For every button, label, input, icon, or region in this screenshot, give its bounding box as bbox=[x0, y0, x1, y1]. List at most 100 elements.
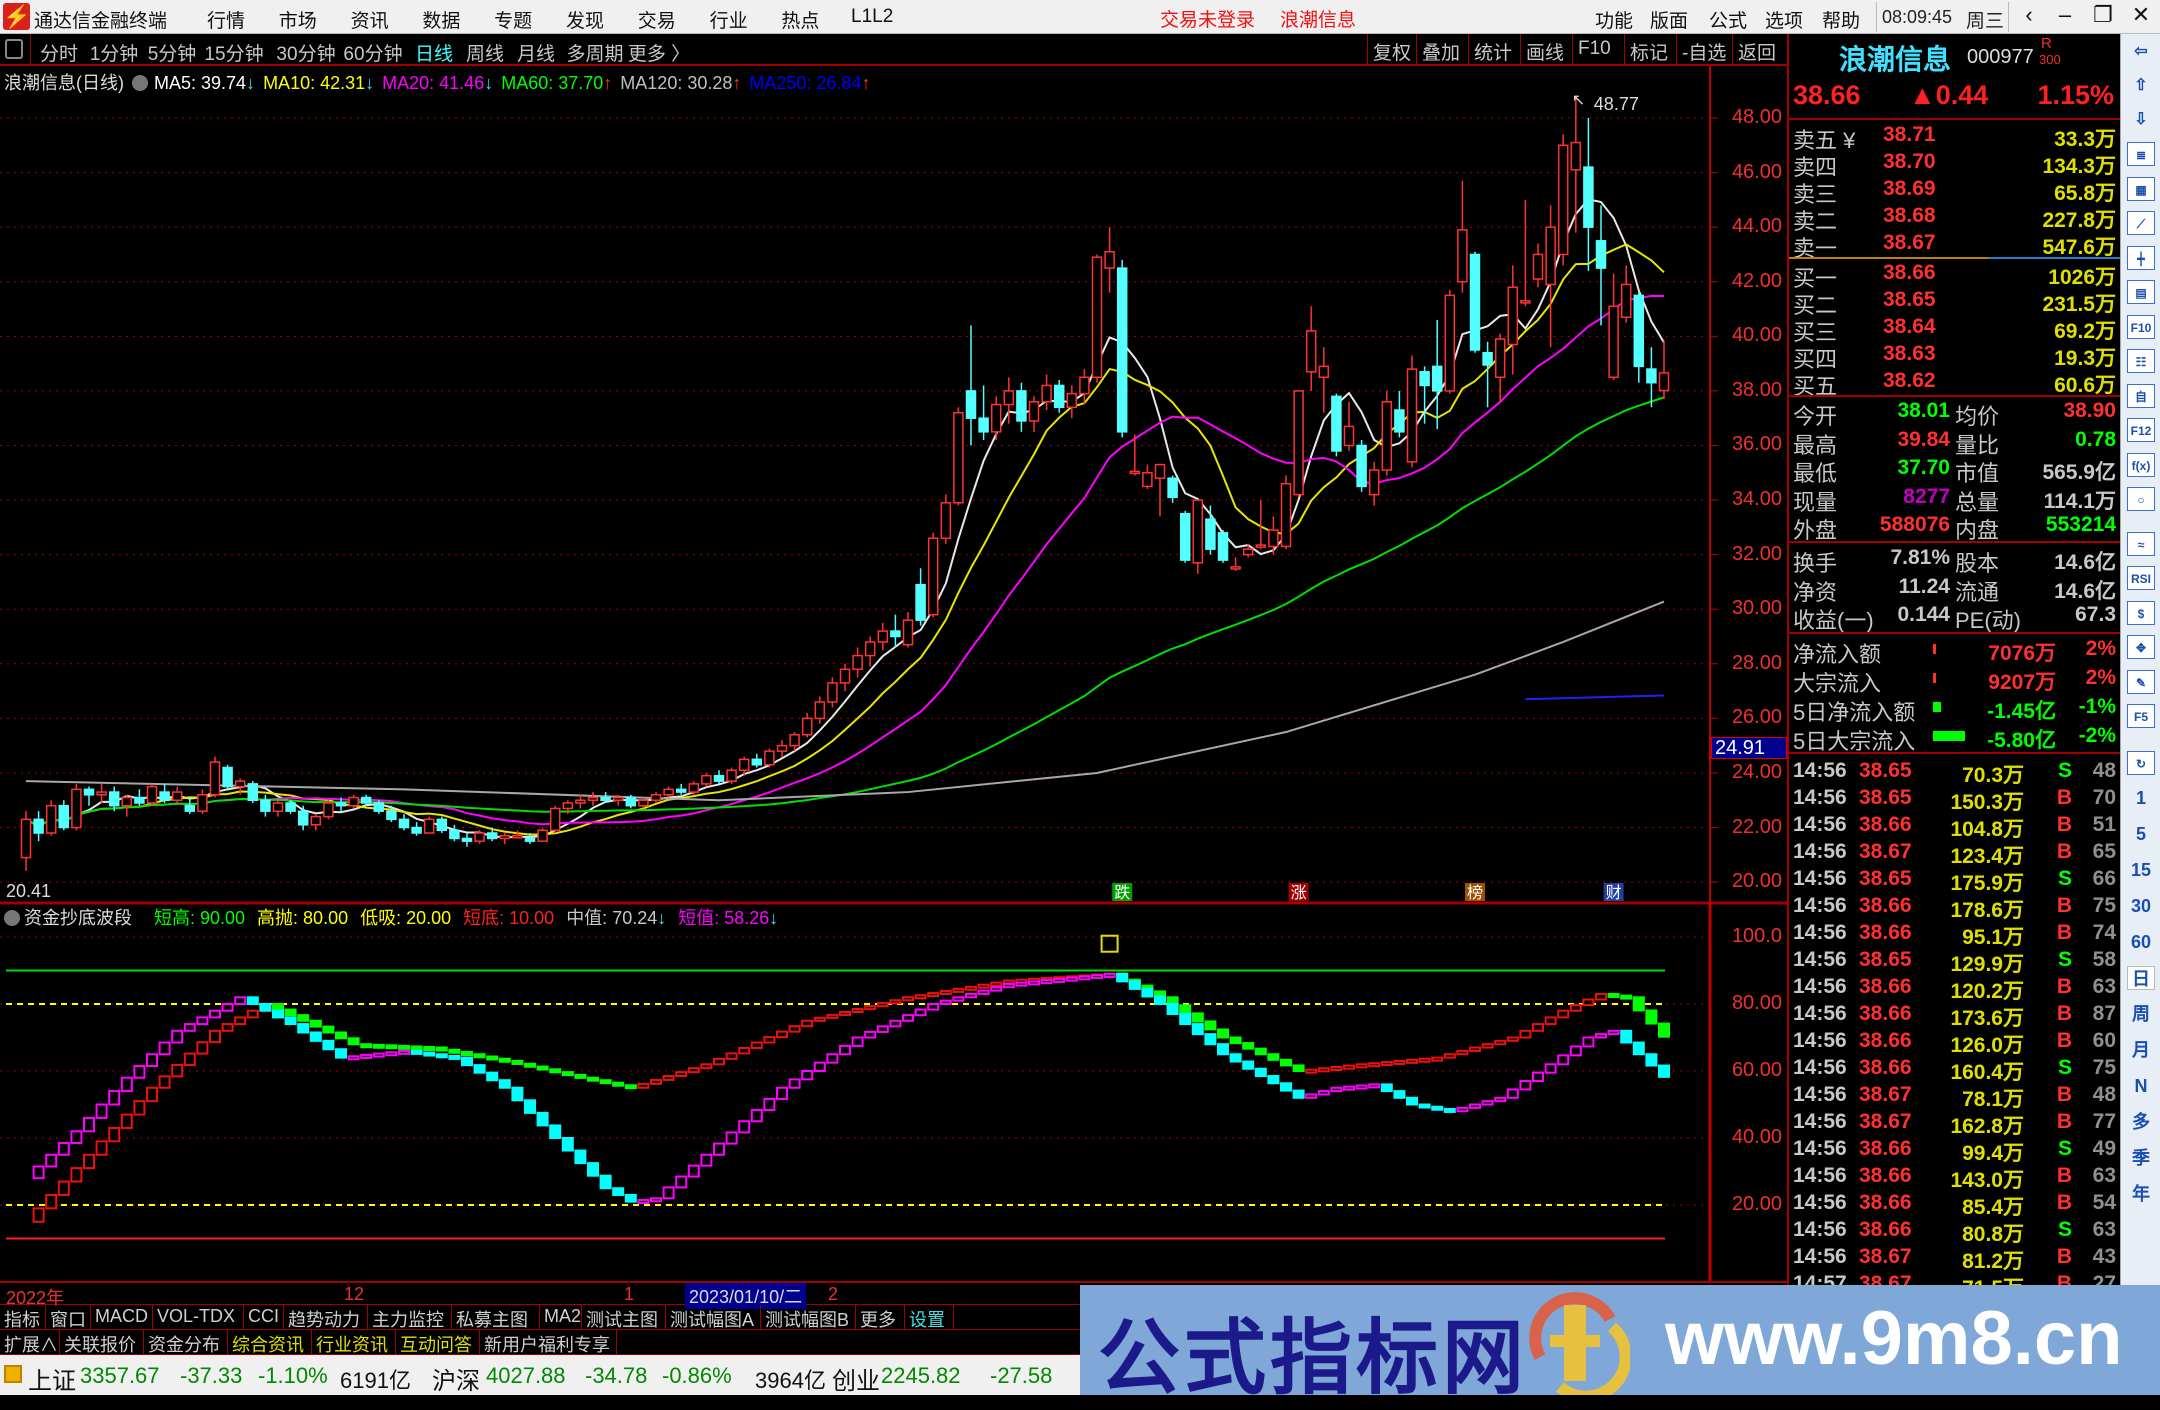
indicator-tab[interactable]: 指标 bbox=[0, 1305, 46, 1330]
period-shortcut[interactable]: 年 bbox=[2132, 1184, 2150, 1204]
rsi-icon[interactable]: RSI bbox=[2127, 566, 2155, 590]
period-shortcut[interactable]: 1 bbox=[2135, 788, 2146, 808]
tool-button-7[interactable]: 返回 bbox=[1732, 34, 1781, 64]
tool-button-3[interactable]: 画线 bbox=[1520, 34, 1569, 64]
right-menu-2[interactable]: 公式 bbox=[1708, 11, 1747, 32]
f10-icon[interactable]: F10 bbox=[2127, 314, 2155, 339]
period-tab-1[interactable]: 1分钟 bbox=[89, 44, 139, 65]
period-shortcut[interactable]: 60 bbox=[2130, 932, 2152, 952]
period-tab-7[interactable]: 周线 bbox=[465, 44, 505, 65]
quote-list-icon[interactable]: ≣ bbox=[2127, 142, 2155, 166]
period-tab-4[interactable]: 30分钟 bbox=[276, 44, 336, 65]
self-select-icon[interactable]: 自 bbox=[2127, 383, 2155, 408]
trade-row: 14:56 38.67 162.8万 B 77 bbox=[1793, 1109, 2116, 1138]
indicator-tab[interactable]: MACD bbox=[91, 1305, 153, 1329]
period-shortcut[interactable]: 日 bbox=[2127, 966, 2155, 990]
menu-3[interactable]: 数据 bbox=[422, 11, 461, 32]
f5-icon[interactable]: F5 bbox=[2127, 704, 2155, 728]
period-tab-6[interactable]: 日线 bbox=[414, 44, 454, 65]
back-arrow-icon[interactable]: ⇦ bbox=[2134, 43, 2148, 60]
menu-2[interactable]: 资讯 bbox=[350, 11, 389, 32]
indicator-tab[interactable]: 设置 bbox=[905, 1305, 954, 1330]
kline-chart[interactable]: 48.77 ↖ 20.41 跌 涨 榜 财 bbox=[0, 0, 1787, 1281]
market-icon[interactable] bbox=[4, 1365, 22, 1383]
period-tab-10[interactable]: 更多 〉 bbox=[627, 44, 691, 65]
minimize-icon[interactable]: – bbox=[2058, 2, 2072, 27]
indicator-tab[interactable]: CCI bbox=[244, 1305, 284, 1329]
close-icon[interactable]: ✕ bbox=[2131, 2, 2151, 27]
menu-7[interactable]: 行业 bbox=[709, 11, 748, 32]
period-tab-9[interactable]: 多周期 bbox=[566, 44, 624, 65]
extension-tab[interactable]: 关联报价 bbox=[60, 1330, 144, 1355]
menu-5[interactable]: 发现 bbox=[565, 11, 604, 32]
menu-9[interactable]: L1L2 bbox=[851, 6, 894, 27]
tree-icon[interactable]: ☷ bbox=[2127, 349, 2155, 373]
pencil-icon[interactable]: ✎ bbox=[2127, 669, 2155, 694]
tool-button-1[interactable]: 叠加 bbox=[1416, 34, 1465, 64]
menu-8[interactable]: 热点 bbox=[781, 11, 820, 32]
back-icon[interactable]: ‹ bbox=[2025, 2, 2033, 27]
formula-icon[interactable]: f(x) bbox=[2127, 452, 2155, 477]
indicator-tab[interactable]: 趋势动力 bbox=[284, 1305, 368, 1330]
right-menu-3[interactable]: 选项 bbox=[1764, 11, 1803, 32]
indicator-tab[interactable]: 窗口 bbox=[46, 1305, 91, 1330]
line-chart-icon[interactable]: ⟋ bbox=[2127, 211, 2155, 235]
period-shortcut[interactable]: 周 bbox=[2132, 1004, 2150, 1024]
indicator-tab[interactable]: 主力监控 bbox=[368, 1305, 452, 1330]
period-shortcut[interactable]: 多 bbox=[2132, 1112, 2150, 1132]
period-tab-3[interactable]: 15分钟 bbox=[204, 44, 264, 65]
menu-1[interactable]: 市场 bbox=[278, 11, 317, 32]
extension-tab[interactable]: 行业资讯 bbox=[312, 1330, 396, 1355]
right-menu-1[interactable]: 版面 bbox=[1649, 11, 1688, 32]
menu-6[interactable]: 交易 bbox=[637, 11, 676, 32]
period-shortcut[interactable]: 15 bbox=[2130, 860, 2152, 880]
period-shortcut[interactable]: 季 bbox=[2132, 1148, 2150, 1168]
right-menu-0[interactable]: 功能 bbox=[1594, 11, 1633, 32]
indicator-tab[interactable]: VOL-TDX bbox=[153, 1305, 244, 1329]
menu-0[interactable]: 行情 bbox=[206, 11, 245, 32]
windows-icon[interactable]: ▤ bbox=[2127, 280, 2155, 304]
tool-button-2[interactable]: 统计 bbox=[1468, 34, 1517, 64]
grid-icon[interactable]: ▦ bbox=[2127, 176, 2155, 201]
indicator-tab[interactable]: MA2 bbox=[540, 1305, 582, 1329]
circle-icon[interactable]: ○ bbox=[2127, 487, 2155, 511]
down-arrow-icon[interactable]: ⇩ bbox=[2134, 111, 2148, 128]
right-menu-4[interactable]: 帮助 bbox=[1821, 11, 1860, 32]
candle-icon[interactable]: ┿ bbox=[2127, 245, 2155, 270]
indicator-tab[interactable]: 测试幅图A bbox=[666, 1305, 761, 1330]
f12-icon[interactable]: F12 bbox=[2127, 418, 2155, 442]
tool-button-6[interactable]: -自选 bbox=[1676, 34, 1731, 64]
panel-toggle-icon[interactable] bbox=[5, 39, 23, 59]
extension-tab[interactable]: 扩展∧ bbox=[0, 1330, 60, 1355]
login-status[interactable]: 交易未登录 bbox=[1160, 10, 1256, 31]
legend-toggle-icon[interactable] bbox=[4, 910, 20, 926]
refresh-icon[interactable]: ↻ bbox=[2127, 750, 2155, 775]
period-tab-0[interactable]: 分时 bbox=[39, 44, 79, 65]
restore-icon[interactable]: ❐ bbox=[2093, 2, 2113, 27]
dollar-icon[interactable]: $ bbox=[2127, 600, 2155, 625]
wave-icon[interactable]: ≈ bbox=[2127, 531, 2155, 556]
up-arrow-icon[interactable]: ⇧ bbox=[2134, 77, 2148, 94]
indicator-tab[interactable]: 更多 bbox=[856, 1305, 905, 1330]
tool-button-5[interactable]: 标记 bbox=[1624, 34, 1673, 64]
indicator-tab[interactable]: 测试幅图B bbox=[761, 1305, 856, 1330]
indicator-tab[interactable]: 私募主图 bbox=[452, 1305, 540, 1330]
indicator-tab[interactable]: 测试主图 bbox=[582, 1305, 666, 1330]
tool-button-4[interactable]: F10 bbox=[1572, 34, 1616, 64]
period-shortcut[interactable]: 30 bbox=[2130, 896, 2152, 916]
move-icon[interactable]: ✥ bbox=[2127, 635, 2155, 659]
mid-value-bar bbox=[284, 1008, 297, 1017]
extension-tab[interactable]: 互动问答 bbox=[396, 1330, 480, 1355]
period-tab-8[interactable]: 月线 bbox=[516, 44, 556, 65]
extension-tab[interactable]: 新用户福利专享 bbox=[480, 1330, 617, 1355]
extension-tab[interactable]: 综合资讯 bbox=[228, 1330, 312, 1355]
period-shortcut[interactable]: 5 bbox=[2135, 824, 2146, 844]
period-shortcut[interactable]: N bbox=[2134, 1076, 2148, 1096]
period-shortcut[interactable]: 月 bbox=[2132, 1040, 2150, 1060]
period-tab-5[interactable]: 60分钟 bbox=[343, 44, 403, 65]
menu-4[interactable]: 专题 bbox=[494, 11, 533, 32]
extension-tab[interactable]: 资金分布 bbox=[144, 1330, 228, 1355]
legend-toggle-icon[interactable] bbox=[132, 75, 148, 91]
period-tab-2[interactable]: 5分钟 bbox=[147, 44, 197, 65]
tool-button-0[interactable]: 复权 bbox=[1367, 34, 1416, 64]
